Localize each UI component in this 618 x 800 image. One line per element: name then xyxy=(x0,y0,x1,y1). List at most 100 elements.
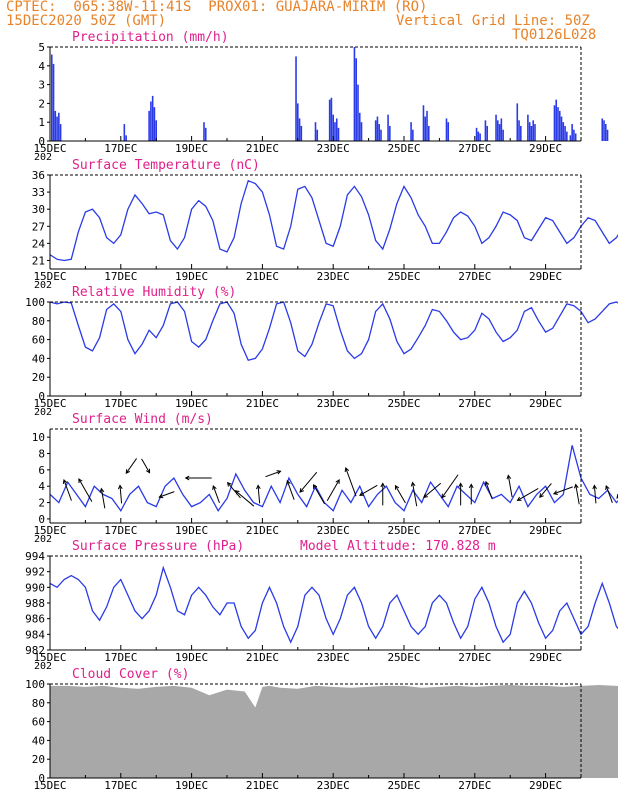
rh-xtick-label: 29DEC xyxy=(529,397,562,410)
pressure-series-line xyxy=(49,565,618,644)
wind-arrow xyxy=(326,479,340,501)
temp-xtick-label: 15DEC xyxy=(33,270,66,283)
wind-arrow xyxy=(344,467,357,497)
wind-arrow-shaft xyxy=(359,484,378,496)
rh-xtick-label: 15DEC xyxy=(33,397,66,410)
pressure-ytick-label: 994 xyxy=(25,550,45,563)
precip-bar xyxy=(553,105,556,141)
wind-xtick-label: 23DEC xyxy=(317,524,350,537)
precip-bar xyxy=(497,120,499,141)
precip-bar xyxy=(500,118,503,141)
precip-ytick-label: 2 xyxy=(38,97,45,110)
temp-xtick-label: 21DEC xyxy=(246,270,279,283)
precip-bar xyxy=(123,124,126,141)
wind-arrow-head xyxy=(212,484,217,490)
precip-bar xyxy=(562,122,565,141)
wind-arrow-head xyxy=(410,481,416,487)
wind-arrow-head xyxy=(184,475,190,481)
header-date: 15DEC2020 50Z (GMT) xyxy=(6,13,167,29)
precip-bar xyxy=(297,103,299,141)
wind-arrow-head xyxy=(380,482,386,488)
wind-arrow-shaft xyxy=(212,485,220,504)
wind-arrow xyxy=(299,471,318,493)
temp-ytick-label: 33 xyxy=(32,186,45,199)
pressure-title: Surface Pressure (hPa) xyxy=(72,539,244,554)
wind-arrow-head xyxy=(458,482,463,488)
temp-ytick-label: 21 xyxy=(32,254,45,267)
cloud-ytick-label: 60 xyxy=(32,716,45,729)
wind-arrow-shaft xyxy=(265,470,281,478)
precip-bar xyxy=(427,125,430,141)
precip-bar xyxy=(479,133,481,141)
wind-arrow xyxy=(423,482,442,499)
precip-bar xyxy=(426,110,428,141)
wind-arrow xyxy=(468,483,474,505)
precip-bar xyxy=(358,112,361,141)
wind-arrow-head xyxy=(506,474,512,480)
pressure-year-label: 202 xyxy=(34,661,52,672)
wind-arrow xyxy=(234,490,255,507)
wind-arrow xyxy=(380,482,386,506)
wind-arrow-head xyxy=(62,478,68,484)
wind-xtick-label: 25DEC xyxy=(387,524,420,537)
precip-xtick-label: 17DEC xyxy=(104,142,137,155)
wind-arrow-head xyxy=(276,470,282,475)
wind-arrow xyxy=(458,482,463,506)
precip-bar xyxy=(380,129,382,141)
wind-title: Surface Wind (m/s) xyxy=(72,412,213,427)
precip-bar xyxy=(560,116,563,141)
precip-bar xyxy=(155,120,157,141)
precip-xtick-label: 15DEC xyxy=(33,142,66,155)
precip-bar xyxy=(332,114,334,141)
wind-arrow-head xyxy=(299,488,304,493)
wind-arrow xyxy=(516,487,539,501)
wind-ytick-label: 8 xyxy=(38,448,45,461)
wind-arrow xyxy=(359,484,378,496)
precip-xtick-label: 29DEC xyxy=(529,142,562,155)
precip-bar xyxy=(330,97,333,141)
precip-bar xyxy=(357,84,359,141)
precip-bar xyxy=(422,105,425,141)
wind-arrow xyxy=(484,480,493,499)
wind-arrow-head xyxy=(516,496,522,501)
temp-panel xyxy=(47,174,618,270)
wind-arrow xyxy=(539,483,552,498)
cloud-ytick-label: 20 xyxy=(32,753,45,766)
wind-arrow-shaft xyxy=(593,485,597,504)
pressure-panel xyxy=(47,555,618,651)
temp-title: Surface Temperature (nC) xyxy=(72,158,260,173)
wind-arrow-head xyxy=(99,487,105,493)
wind-arrow-shaft xyxy=(119,485,123,504)
rh-ytick-label: 40 xyxy=(32,352,45,365)
precip-bar xyxy=(58,112,60,141)
wind-arrow-shaft xyxy=(575,484,580,505)
wind-ytick-label: 0 xyxy=(38,513,45,526)
precip-bar xyxy=(56,116,58,141)
temp-year-label: 202 xyxy=(34,280,52,291)
rh-year-label: 202 xyxy=(34,407,52,418)
precip-bar xyxy=(125,135,127,141)
rh-xtick-label: 27DEC xyxy=(458,397,491,410)
wind-arrow xyxy=(212,484,220,504)
temp-ytick-label: 27 xyxy=(32,220,45,233)
rh-ytick-label: 100 xyxy=(25,296,45,309)
pressure-xtick-label: 25DEC xyxy=(387,651,420,664)
wind-arrow-shaft xyxy=(517,487,539,501)
precip-bar xyxy=(314,122,317,141)
precip-ytick-label: 0 xyxy=(38,135,45,148)
wind-arrow-shaft xyxy=(141,458,151,473)
precip-bar xyxy=(564,125,566,141)
precip-bar xyxy=(355,58,358,141)
wind-arrow-shaft xyxy=(605,485,613,504)
precip-bar xyxy=(316,129,319,141)
rh-xtick-label: 23DEC xyxy=(317,397,350,410)
wind-arrow xyxy=(141,458,151,474)
precip-bar xyxy=(378,124,381,141)
precip-bar xyxy=(204,127,207,141)
precip-bar xyxy=(484,120,487,141)
wind-arrow-head xyxy=(423,493,428,499)
precip-bar xyxy=(574,133,577,141)
wind-arrow-shaft xyxy=(441,474,459,498)
cloud-xtick-label: 27DEC xyxy=(458,779,491,792)
